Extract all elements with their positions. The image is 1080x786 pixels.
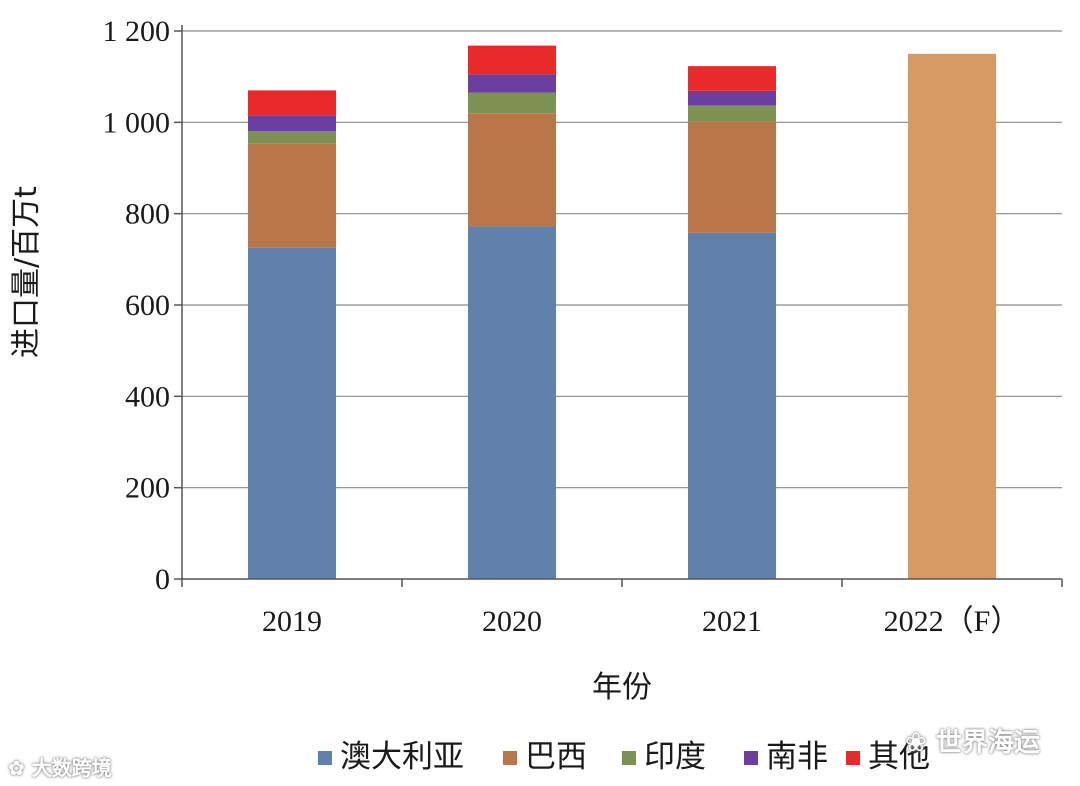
- bar-segment-澳大利亚-2019: [248, 247, 336, 579]
- watermark-left-text: 大数跨境: [31, 756, 112, 780]
- y-tick-label: 400: [125, 380, 170, 413]
- bar-segment-南非-2021: [688, 90, 776, 106]
- legend-label-印度: 印度: [644, 739, 706, 775]
- x-tick-label: 2020: [482, 605, 542, 638]
- legend-label-巴西: 巴西: [525, 739, 587, 775]
- bar-forecast-2022（F）: [908, 53, 996, 580]
- x-tick-label: 2019: [262, 605, 322, 638]
- legend-label-南非: 南非: [766, 739, 828, 775]
- bar-segment-其他-2019: [248, 90, 336, 116]
- y-tick-label: 600: [125, 289, 170, 322]
- y-tick-label: 800: [125, 198, 170, 231]
- legend-label-澳大利亚: 澳大利亚: [340, 739, 464, 775]
- bar-segment-印度-2020: [468, 92, 556, 114]
- y-tick-label: 1 000: [103, 106, 171, 139]
- bar-segment-印度-2019: [248, 131, 336, 144]
- bar-segment-澳大利亚-2020: [468, 226, 556, 579]
- x-axis-title: 年份: [592, 670, 652, 705]
- legend-swatch-澳大利亚: [318, 751, 332, 765]
- x-tick-label: 2021: [702, 605, 762, 638]
- y-axis-title: 进口量/百万t: [9, 186, 44, 358]
- bar-segment-巴西-2021: [688, 121, 776, 233]
- y-tick-label: 1 200: [103, 15, 171, 48]
- bar-segment-南非-2019: [248, 115, 336, 132]
- bar-segment-其他-2021: [688, 66, 776, 91]
- watermark-left: ✿ 大数跨境: [8, 752, 112, 781]
- axes: [174, 25, 1063, 587]
- legend-swatch-南非: [744, 751, 758, 765]
- legend: 澳大利亚 巴西 印度 南非 其他: [318, 739, 930, 775]
- bar-segment-巴西-2019: [248, 143, 336, 248]
- watermark-right: ❀ 世界海运: [905, 722, 1040, 759]
- watermark-right-icon: ❀: [905, 728, 936, 758]
- bar-segment-巴西-2020: [468, 113, 556, 227]
- x-tick-label: 2022（F）: [884, 605, 1021, 638]
- legend-swatch-印度: [622, 751, 636, 765]
- y-tick-labels: 0 200 400 600 800 1 000 1 200: [103, 15, 171, 596]
- bar-segment-其他-2020: [468, 45, 556, 75]
- legend-swatch-其他: [846, 751, 860, 765]
- bar-segment-印度-2021: [688, 105, 776, 122]
- bars: [248, 45, 996, 580]
- watermark-right-text: 世界海运: [935, 728, 1040, 758]
- x-tick-labels: 2019 2020 2021 2022（F）: [262, 605, 1020, 638]
- y-tick-label: 200: [125, 472, 170, 505]
- bar-segment-澳大利亚-2021: [688, 232, 776, 579]
- watermark-left-icon: ✿: [8, 756, 32, 780]
- y-tick-label: 0: [155, 563, 170, 596]
- legend-label-其他: 其他: [868, 739, 930, 775]
- legend-swatch-巴西: [503, 751, 517, 765]
- bar-segment-南非-2020: [468, 74, 556, 93]
